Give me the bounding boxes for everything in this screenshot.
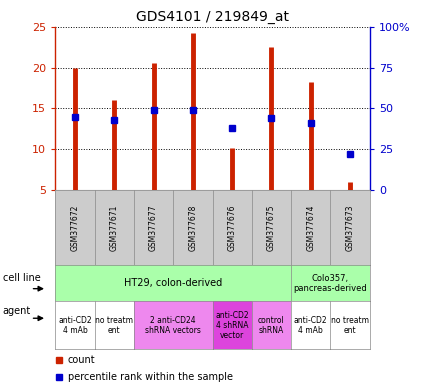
Text: no treatm
ent: no treatm ent — [331, 316, 369, 335]
Text: agent: agent — [3, 306, 31, 316]
Text: GSM377675: GSM377675 — [267, 204, 276, 251]
Text: GSM377678: GSM377678 — [188, 204, 197, 251]
Text: anti-CD2
4 mAb: anti-CD2 4 mAb — [294, 316, 328, 335]
Text: GSM377671: GSM377671 — [110, 204, 119, 251]
Text: GSM377674: GSM377674 — [306, 204, 315, 251]
Text: anti-CD2
4 shRNA
vector: anti-CD2 4 shRNA vector — [215, 311, 249, 339]
Text: 2 anti-CD24
shRNA vectors: 2 anti-CD24 shRNA vectors — [145, 316, 201, 335]
Text: GSM377673: GSM377673 — [346, 204, 354, 251]
Text: anti-CD2
4 mAb: anti-CD2 4 mAb — [58, 316, 92, 335]
Text: GSM377672: GSM377672 — [71, 204, 79, 251]
Text: no treatm
ent: no treatm ent — [95, 316, 133, 335]
Text: Colo357,
pancreas-derived: Colo357, pancreas-derived — [294, 274, 367, 293]
Text: GSM377676: GSM377676 — [228, 204, 237, 251]
Text: cell line: cell line — [3, 273, 40, 283]
Text: control
shRNA: control shRNA — [258, 316, 285, 335]
Text: HT29, colon-derived: HT29, colon-derived — [124, 278, 222, 288]
Text: GSM377677: GSM377677 — [149, 204, 158, 251]
Text: percentile rank within the sample: percentile rank within the sample — [68, 372, 233, 382]
Text: count: count — [68, 354, 96, 364]
Title: GDS4101 / 219849_at: GDS4101 / 219849_at — [136, 10, 289, 25]
